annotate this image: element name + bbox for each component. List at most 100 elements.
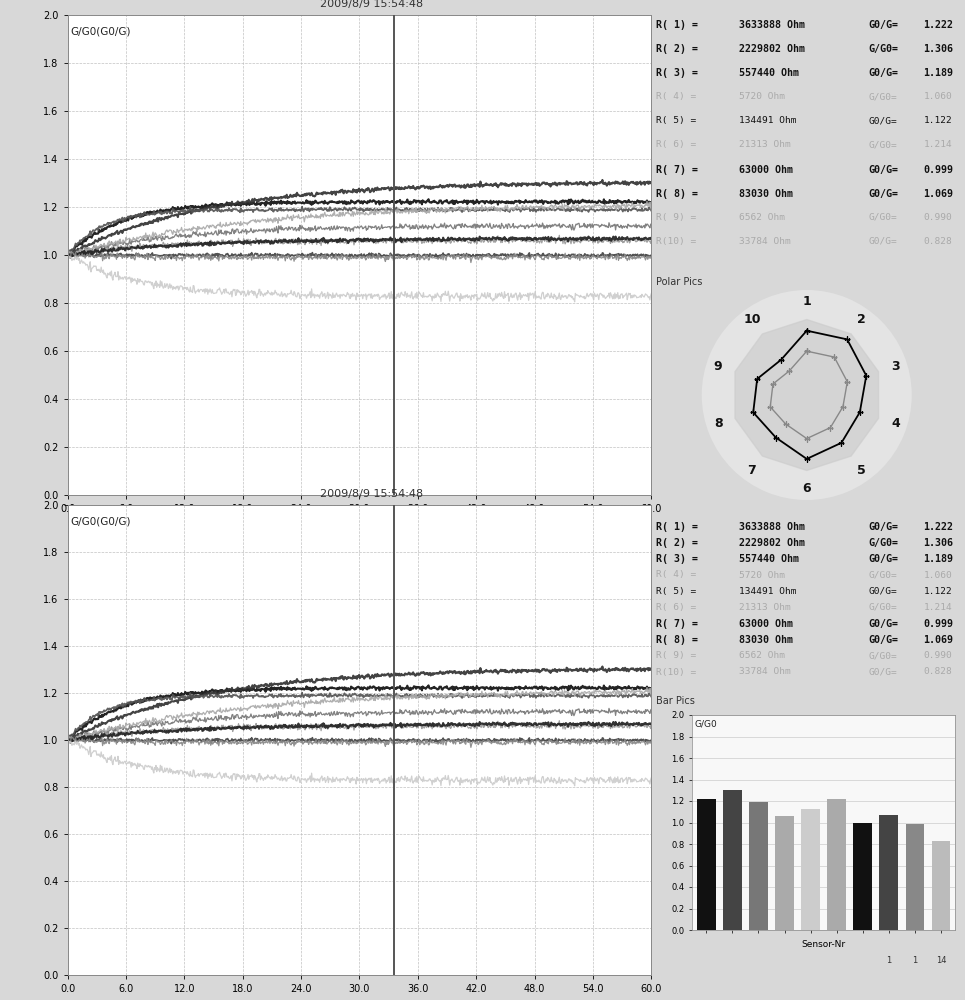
Text: 83030 Ohm: 83030 Ohm: [739, 189, 793, 199]
Text: 21313 Ohm: 21313 Ohm: [739, 603, 791, 612]
Text: 3633888 Ohm: 3633888 Ohm: [739, 20, 805, 30]
Text: G0/G=: G0/G=: [868, 619, 898, 629]
Text: 2229802 Ohm: 2229802 Ohm: [739, 538, 805, 548]
Text: 0.990: 0.990: [924, 651, 952, 660]
Bar: [723, 790, 742, 930]
Text: G0/G=: G0/G=: [868, 587, 896, 596]
Text: R( 3) =: R( 3) =: [656, 68, 699, 78]
Text: 0.999: 0.999: [924, 619, 953, 629]
Text: 1.060: 1.060: [924, 92, 952, 101]
Text: 2009/8/9 15:54:48: 2009/8/9 15:54:48: [319, 489, 423, 499]
Text: Bar Pics: Bar Pics: [656, 696, 695, 706]
Text: 1.306: 1.306: [924, 538, 953, 548]
Text: R( 4) =: R( 4) =: [656, 570, 697, 580]
Text: G0/G=: G0/G=: [868, 668, 896, 676]
Bar: [879, 815, 898, 930]
Text: G0/G=: G0/G=: [868, 116, 896, 125]
Text: 5720 Ohm: 5720 Ohm: [739, 92, 786, 101]
Text: R( 1) =: R( 1) =: [656, 522, 699, 532]
Bar: [775, 816, 794, 930]
Text: R( 1) =: R( 1) =: [656, 20, 699, 30]
Text: R( 9) =: R( 9) =: [656, 213, 697, 222]
Text: Polar Pics: Polar Pics: [656, 277, 703, 287]
Text: 1.189: 1.189: [924, 554, 953, 564]
Text: 1.222: 1.222: [924, 522, 953, 532]
Text: 1: 1: [886, 956, 892, 965]
Text: G0/G=: G0/G=: [868, 20, 898, 30]
Bar: [697, 799, 716, 930]
Text: R( 6) =: R( 6) =: [656, 140, 697, 149]
Text: 6562 Ohm: 6562 Ohm: [739, 213, 786, 222]
Text: G0/G=: G0/G=: [868, 189, 898, 199]
Bar: [931, 841, 951, 930]
Text: G0/G=: G0/G=: [868, 237, 896, 246]
Text: 134491 Ohm: 134491 Ohm: [739, 587, 797, 596]
Text: 5: 5: [857, 464, 866, 477]
Text: 1: 1: [802, 295, 812, 308]
Polygon shape: [735, 320, 878, 470]
Text: G0/G=: G0/G=: [868, 68, 898, 78]
Text: 9: 9: [714, 360, 723, 373]
Text: 1.060: 1.060: [924, 570, 952, 580]
Text: 14: 14: [936, 956, 947, 965]
Text: 1.122: 1.122: [924, 116, 952, 125]
Text: R( 2) =: R( 2) =: [656, 44, 699, 54]
Text: 6562 Ohm: 6562 Ohm: [739, 651, 786, 660]
Text: 0.999: 0.999: [924, 165, 953, 175]
Text: 4: 4: [891, 417, 899, 430]
Text: 1.069: 1.069: [924, 189, 953, 199]
Text: 0.828: 0.828: [924, 237, 952, 246]
Text: 1.222: 1.222: [924, 20, 953, 30]
Text: 134491 Ohm: 134491 Ohm: [739, 116, 797, 125]
Bar: [853, 823, 872, 930]
Text: G/G0=: G/G0=: [868, 651, 896, 660]
Bar: [827, 799, 846, 930]
Text: 33784 Ohm: 33784 Ohm: [739, 237, 791, 246]
Text: G0/G=: G0/G=: [868, 635, 898, 645]
Text: 3633888 Ohm: 3633888 Ohm: [739, 522, 805, 532]
Text: 1.306: 1.306: [924, 44, 953, 54]
Text: G/G0(G0/G): G/G0(G0/G): [70, 27, 131, 37]
Bar: [801, 809, 820, 930]
Text: 1.189: 1.189: [924, 68, 953, 78]
Text: G/G0=: G/G0=: [868, 570, 896, 580]
Text: R( 8) =: R( 8) =: [656, 635, 699, 645]
Text: 3: 3: [891, 360, 899, 373]
Text: 0.828: 0.828: [924, 668, 952, 676]
Text: 63000 Ohm: 63000 Ohm: [739, 619, 793, 629]
Text: G/G0=: G/G0=: [868, 92, 896, 101]
Text: G0/G=: G0/G=: [868, 522, 898, 532]
Text: R( 9) =: R( 9) =: [656, 651, 697, 660]
Text: G0/G=: G0/G=: [868, 165, 898, 175]
Text: R( 7) =: R( 7) =: [656, 165, 699, 175]
Bar: [905, 824, 924, 930]
Text: R( 8) =: R( 8) =: [656, 189, 699, 199]
Text: G/G0=: G/G0=: [868, 213, 896, 222]
Text: G0/G=: G0/G=: [868, 554, 898, 564]
Text: 2: 2: [857, 313, 866, 326]
X-axis label: Sensor-Nr: Sensor-Nr: [802, 940, 845, 949]
Text: R( 3) =: R( 3) =: [656, 554, 699, 564]
Bar: [749, 802, 768, 930]
Text: 1.214: 1.214: [924, 140, 952, 149]
Text: 63000 Ohm: 63000 Ohm: [739, 165, 793, 175]
Text: 5720 Ohm: 5720 Ohm: [739, 570, 786, 580]
Text: 10: 10: [743, 313, 760, 326]
Text: 1.214: 1.214: [924, 603, 952, 612]
Text: R( 4) =: R( 4) =: [656, 92, 697, 101]
Text: G/G0: G/G0: [695, 719, 717, 728]
Text: 7: 7: [748, 464, 757, 477]
Text: G/G0=: G/G0=: [868, 603, 896, 612]
Text: 2009/8/9 15:54:48: 2009/8/9 15:54:48: [319, 0, 423, 9]
Text: 21313 Ohm: 21313 Ohm: [739, 140, 791, 149]
Text: 83030 Ohm: 83030 Ohm: [739, 635, 793, 645]
Text: 2229802 Ohm: 2229802 Ohm: [739, 44, 805, 54]
Text: R( 5) =: R( 5) =: [656, 116, 697, 125]
Text: R( 2) =: R( 2) =: [656, 538, 699, 548]
Text: R( 5) =: R( 5) =: [656, 587, 697, 596]
Text: G/G0=: G/G0=: [868, 44, 898, 54]
Text: R( 7) =: R( 7) =: [656, 619, 699, 629]
Text: 0.990: 0.990: [924, 213, 952, 222]
Text: R(10) =: R(10) =: [656, 237, 697, 246]
Text: 1.122: 1.122: [924, 587, 952, 596]
